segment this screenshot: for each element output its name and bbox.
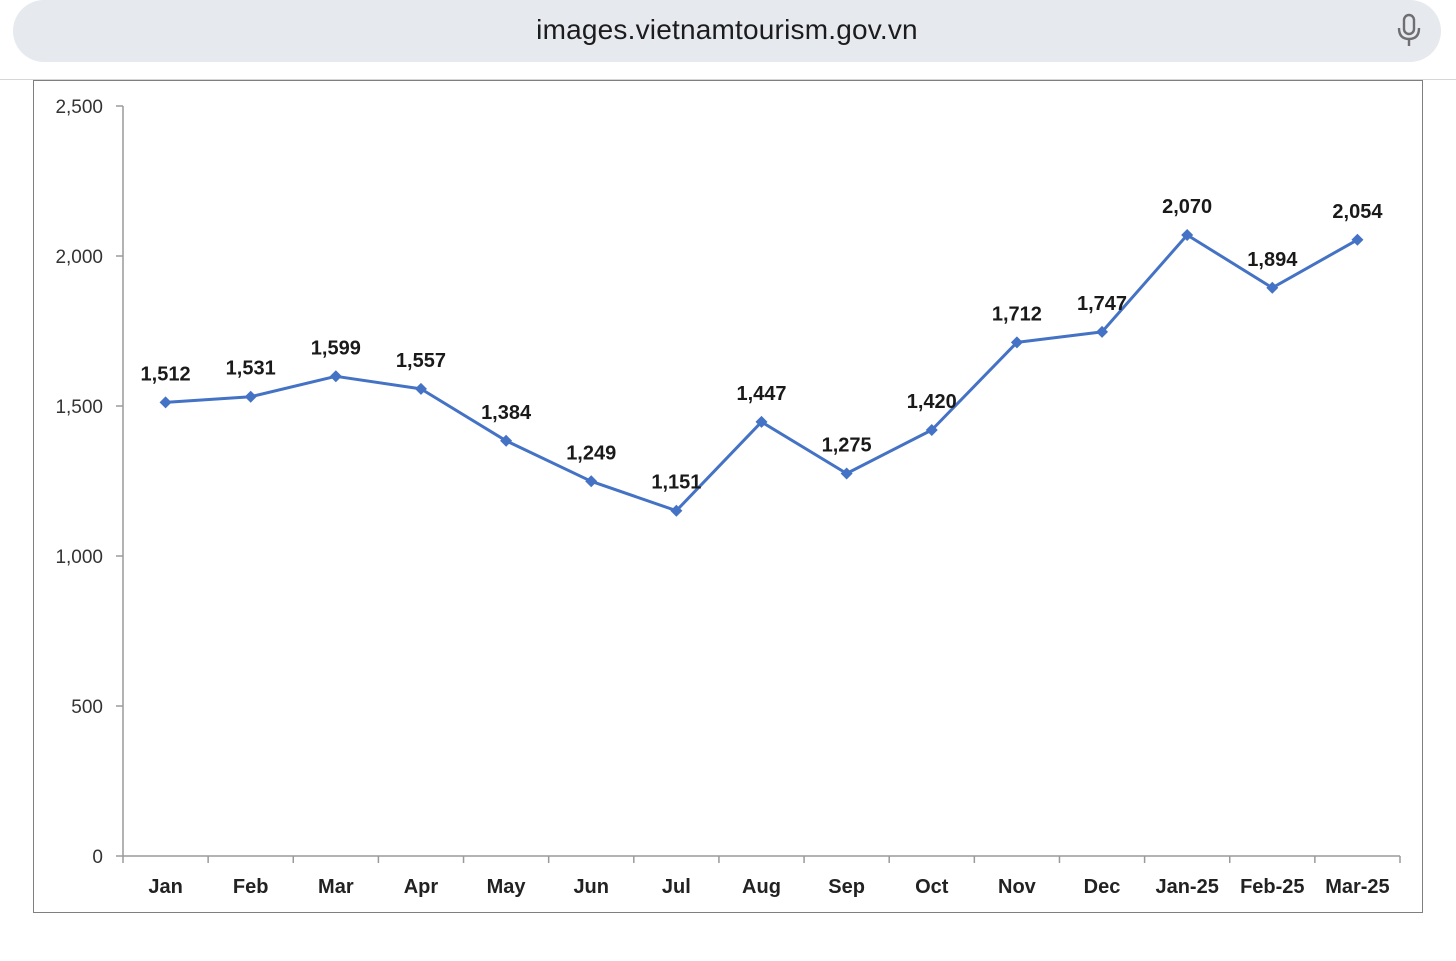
- data-point-marker: [1010, 336, 1023, 349]
- y-tick-label: 0: [92, 847, 103, 868]
- data-point-marker: [159, 396, 172, 409]
- x-tick-label: Sep: [828, 876, 865, 898]
- x-tick-label: Aug: [742, 876, 781, 898]
- data-label: 1,557: [396, 350, 446, 372]
- y-tick-label: 2,500: [55, 97, 103, 118]
- data-label: 2,070: [1162, 196, 1212, 218]
- y-tick-label: 2,000: [55, 247, 103, 268]
- x-tick-label: Nov: [998, 876, 1037, 898]
- x-tick-label: Mar-25: [1325, 876, 1389, 898]
- data-point-marker: [500, 434, 513, 447]
- data-point-marker: [585, 475, 598, 488]
- x-tick-label: Dec: [1084, 876, 1121, 898]
- data-label: 1,531: [226, 358, 276, 380]
- x-tick-label: May: [487, 876, 527, 898]
- data-label: 1,420: [907, 391, 957, 413]
- chart-frame: [33, 80, 1423, 913]
- toolbar-divider: [0, 79, 1456, 80]
- data-point-marker: [1351, 233, 1364, 246]
- data-point-marker: [840, 467, 853, 480]
- data-label: 1,599: [311, 337, 361, 359]
- data-point-marker: [1096, 325, 1109, 338]
- data-label: 1,894: [1247, 249, 1298, 271]
- data-label: 1,275: [822, 435, 872, 457]
- y-tick-label: 1,500: [55, 397, 103, 418]
- address-bar[interactable]: images.vietnamtourism.gov.vn: [13, 0, 1441, 62]
- x-tick-label: Jan: [148, 876, 182, 898]
- data-label: 1,512: [141, 363, 191, 385]
- data-point-marker: [1266, 281, 1279, 294]
- data-label: 2,054: [1332, 201, 1383, 223]
- microphone-icon[interactable]: [1395, 13, 1423, 49]
- x-tick-label: Jul: [662, 876, 691, 898]
- data-point-marker: [755, 415, 768, 428]
- x-tick-label: Feb-25: [1240, 876, 1304, 898]
- data-point-marker: [329, 370, 342, 383]
- data-label: 1,249: [566, 442, 616, 464]
- series-line: [165, 233, 1359, 513]
- url-text[interactable]: images.vietnamtourism.gov.vn: [536, 14, 918, 45]
- y-tick-label: 1,000: [55, 547, 103, 568]
- x-tick-label: Apr: [404, 876, 439, 898]
- data-label: 1,447: [736, 383, 786, 405]
- x-tick-label: Oct: [915, 876, 949, 898]
- data-point-marker: [925, 424, 938, 436]
- y-tick-label: 500: [71, 697, 103, 718]
- data-point-marker: [1181, 229, 1194, 241]
- x-tick-label: Jan-25: [1155, 876, 1218, 898]
- x-tick-label: Mar: [318, 876, 354, 898]
- data-point-marker: [244, 390, 257, 403]
- data-label: 1,151: [651, 472, 701, 494]
- x-tick-label: Feb: [233, 876, 269, 898]
- data-point-marker: [414, 382, 427, 395]
- data-point-marker: [670, 504, 683, 517]
- x-tick-label: Jun: [573, 876, 609, 898]
- data-label: 1,712: [992, 303, 1042, 325]
- data-label: 1,384: [481, 402, 532, 424]
- data-label: 1,747: [1077, 293, 1127, 315]
